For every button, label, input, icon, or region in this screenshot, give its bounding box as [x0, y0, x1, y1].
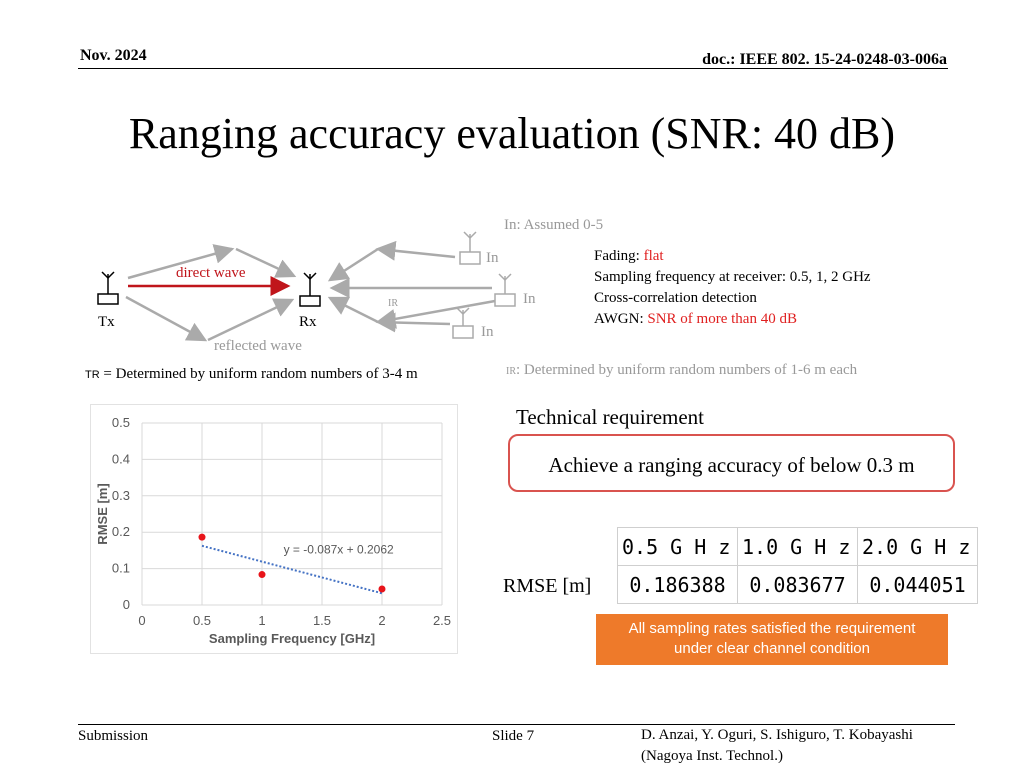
tx-label: Tx	[98, 314, 115, 330]
ir-note: IR: Determined by uniform random numbers…	[506, 362, 857, 379]
y-axis-label: RMSE [m]	[95, 483, 110, 544]
y-tick-label: 0	[123, 597, 130, 612]
footer-authors: D. Anzai, Y. Oguri, S. Ishiguro, T. Koba…	[641, 727, 913, 743]
footer-rule	[78, 724, 955, 725]
header-rule	[78, 68, 948, 69]
rmse-chart: 0 0.5 1 1.5 2 2.5 0 0.1 0.2 0.3 0.4 0.5 y = -0.087x …	[90, 404, 458, 654]
header-doc: doc.: IEEE 802. 15-24-0248-03-006a	[702, 51, 947, 68]
rmse-table: 0.5 G H z 1.0 G H z 2.0 G H z 0.186388 0…	[617, 527, 978, 604]
rmse-header-cell: 0.5 G H z	[617, 527, 738, 566]
reflected-wave-label: reflected wave	[214, 338, 302, 354]
x-tick-label: 2.5	[433, 613, 451, 628]
propagation-diagram: In: Assumed 0-5 In In In direct wave ref…	[85, 217, 857, 383]
requirement-heading: Technical requirement	[516, 405, 705, 429]
interferer-2-icon	[494, 273, 516, 307]
interferer-1-icon	[459, 231, 481, 265]
rmse-header-cell: 1.0 G H z	[737, 527, 858, 566]
rx-antenna-icon	[299, 272, 321, 307]
fading-value: flat	[643, 248, 664, 264]
ir-note-text: : Determined by uniform random numbers o…	[516, 362, 858, 378]
tr-subscript: TR	[85, 369, 100, 381]
rmse-value-cell: 0.083677	[737, 565, 858, 604]
data-point	[378, 585, 386, 593]
requirement-box: Achieve a ranging accuracy of below 0.3 …	[508, 434, 955, 492]
x-tick-label: 1.5	[313, 613, 331, 628]
footer-affiliation: (Nagoya Inst. Technol.)	[641, 748, 783, 764]
fading-label: Fading:	[594, 248, 644, 264]
x-axis-label: Sampling Frequency [GHz]	[209, 631, 375, 646]
rx-label: Rx	[299, 314, 317, 330]
y-tick-label: 0.2	[112, 524, 130, 539]
trendline	[201, 544, 383, 595]
data-point	[198, 533, 206, 541]
note-line-1: All sampling rates satisfied the require…	[628, 620, 916, 637]
reflected-wave-arrows	[125, 244, 297, 342]
rmse-value-row: 0.186388 0.083677 0.044051	[617, 565, 978, 604]
simulation-params: Fading: flat Sampling frequency at recei…	[594, 246, 871, 330]
in-assumed-label: In: Assumed 0-5	[504, 217, 604, 233]
ir-label: IR	[388, 298, 398, 309]
awgn-label: AWGN:	[594, 311, 648, 327]
footer-slide-number: Slide 7	[492, 728, 535, 744]
rmse-header-row: 0.5 G H z 1.0 G H z 2.0 G H z	[617, 527, 978, 566]
trendline-equation: y = -0.087x + 0.2062	[284, 542, 394, 556]
param-detection: Cross-correlation detection	[594, 290, 757, 306]
direct-wave-label: direct wave	[176, 265, 246, 281]
param-awgn: AWGN: SNR of more than 40 dB	[594, 309, 871, 330]
note-line-2: under clear channel condition	[674, 640, 870, 657]
y-tick-label: 0.1	[112, 561, 130, 576]
awgn-value: SNR of more than 40 dB	[647, 311, 797, 327]
footer-submission: Submission	[78, 728, 149, 744]
data-point	[258, 571, 266, 579]
tx-antenna-icon	[97, 271, 119, 305]
conclusion-note: All sampling rates satisfied the require…	[596, 614, 948, 665]
tr-note-text: = Determined by uniform random numbers o…	[103, 366, 418, 382]
interference-wave-arrows	[327, 240, 496, 333]
y-tick-label: 0.3	[112, 488, 130, 503]
rmse-value-cell: 0.044051	[857, 565, 978, 604]
interferer-3-icon	[452, 307, 474, 339]
y-tick-label: 0.4	[112, 451, 130, 466]
rmse-header-cell: 2.0 G H z	[857, 527, 978, 566]
param-sampling: Sampling frequency at receiver: 0.5, 1, …	[594, 269, 871, 285]
x-tick-label: 0.5	[193, 613, 211, 628]
tr-note: TR = Determined by uniform random number…	[85, 366, 418, 383]
rmse-chart-svg: 0 0.5 1 1.5 2 2.5 0 0.1 0.2 0.3 0.4 0.5 y = -0.087x …	[95, 415, 451, 646]
param-fading: Fading: flat	[594, 246, 871, 267]
interferer-1-label: In	[486, 250, 499, 266]
x-tick-label: 0	[138, 613, 145, 628]
y-tick-label: 0.5	[112, 415, 130, 430]
x-tick-label: 2	[378, 613, 385, 628]
requirement-text: Achieve a ranging accuracy of below 0.3 …	[548, 453, 915, 477]
propagation-diagram-svg	[97, 231, 516, 342]
x-tick-label: 1	[258, 613, 265, 628]
interferer-3-label: In	[481, 324, 494, 340]
ir-subscript: IR	[506, 366, 516, 377]
rmse-value-cell: 0.186388	[617, 565, 738, 604]
rmse-row-label: RMSE [m]	[503, 575, 592, 597]
header-date: Nov. 2024	[80, 47, 147, 64]
interferer-2-label: In	[523, 291, 536, 307]
slide-title: Ranging accuracy evaluation (SNR: 40 dB)	[128, 109, 896, 158]
